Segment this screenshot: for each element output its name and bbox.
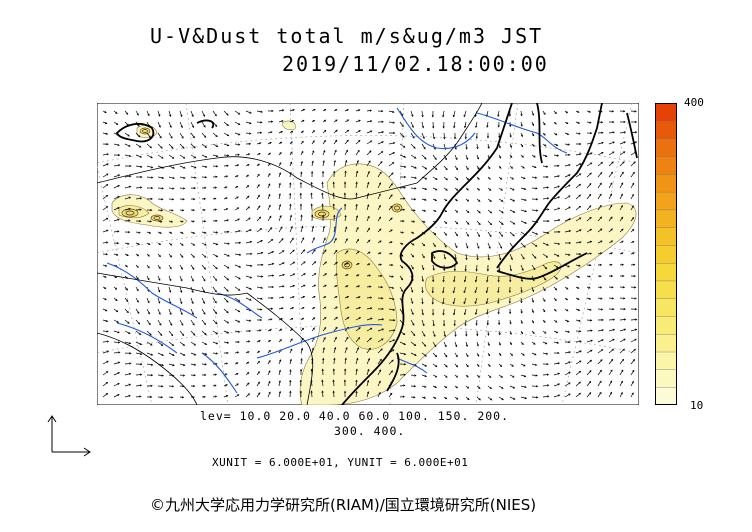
wind-vectors <box>102 108 638 401</box>
colorbar <box>655 103 677 405</box>
reference-vector-icon <box>47 415 91 457</box>
colorbar-swatch <box>655 103 677 122</box>
dust-shading <box>111 120 637 405</box>
colorbar-swatch <box>655 173 677 193</box>
colorbar-swatch <box>655 280 677 299</box>
rivers <box>106 107 568 394</box>
colorbar-swatch <box>655 138 677 157</box>
colorbar-swatch <box>655 156 677 175</box>
colorbar-min-label: 10 <box>690 399 704 412</box>
vector-units: XUNIT = 6.000E+01, YUNIT = 6.000E+01 <box>212 456 469 469</box>
borders <box>97 103 483 405</box>
colorbar-swatch <box>655 227 677 246</box>
colorbar-swatch <box>655 387 677 405</box>
colorbar-swatch <box>655 351 677 370</box>
colorbar-swatch <box>655 191 677 211</box>
colorbar-swatch <box>655 369 677 388</box>
chart-title: U-V&Dust total m/s&ug/m3 JST <box>150 24 544 48</box>
colorbar-swatch <box>655 262 677 282</box>
contour-levels-continued: 300. 400. <box>334 424 406 438</box>
coastlines <box>115 103 638 405</box>
colorbar-swatch <box>655 209 677 228</box>
colorbar-swatch <box>655 120 677 140</box>
colorbar-swatch <box>655 315 677 335</box>
colorbar-swatch <box>655 333 677 353</box>
dust-wind-map <box>97 103 639 405</box>
colorbar-max-label: 400 <box>684 96 704 109</box>
credit-line: ©九州大学応用力学研究所(RIAM)/国立環境研究所(NIES) <box>150 496 537 514</box>
colorbar-swatch <box>655 244 677 264</box>
timestamp: 2019/11/02.18:00:00 <box>282 52 549 76</box>
contour-levels: lev= 10.0 20.0 40.0 60.0 100. 150. 200. <box>200 409 510 423</box>
colorbar-swatch <box>655 298 677 317</box>
